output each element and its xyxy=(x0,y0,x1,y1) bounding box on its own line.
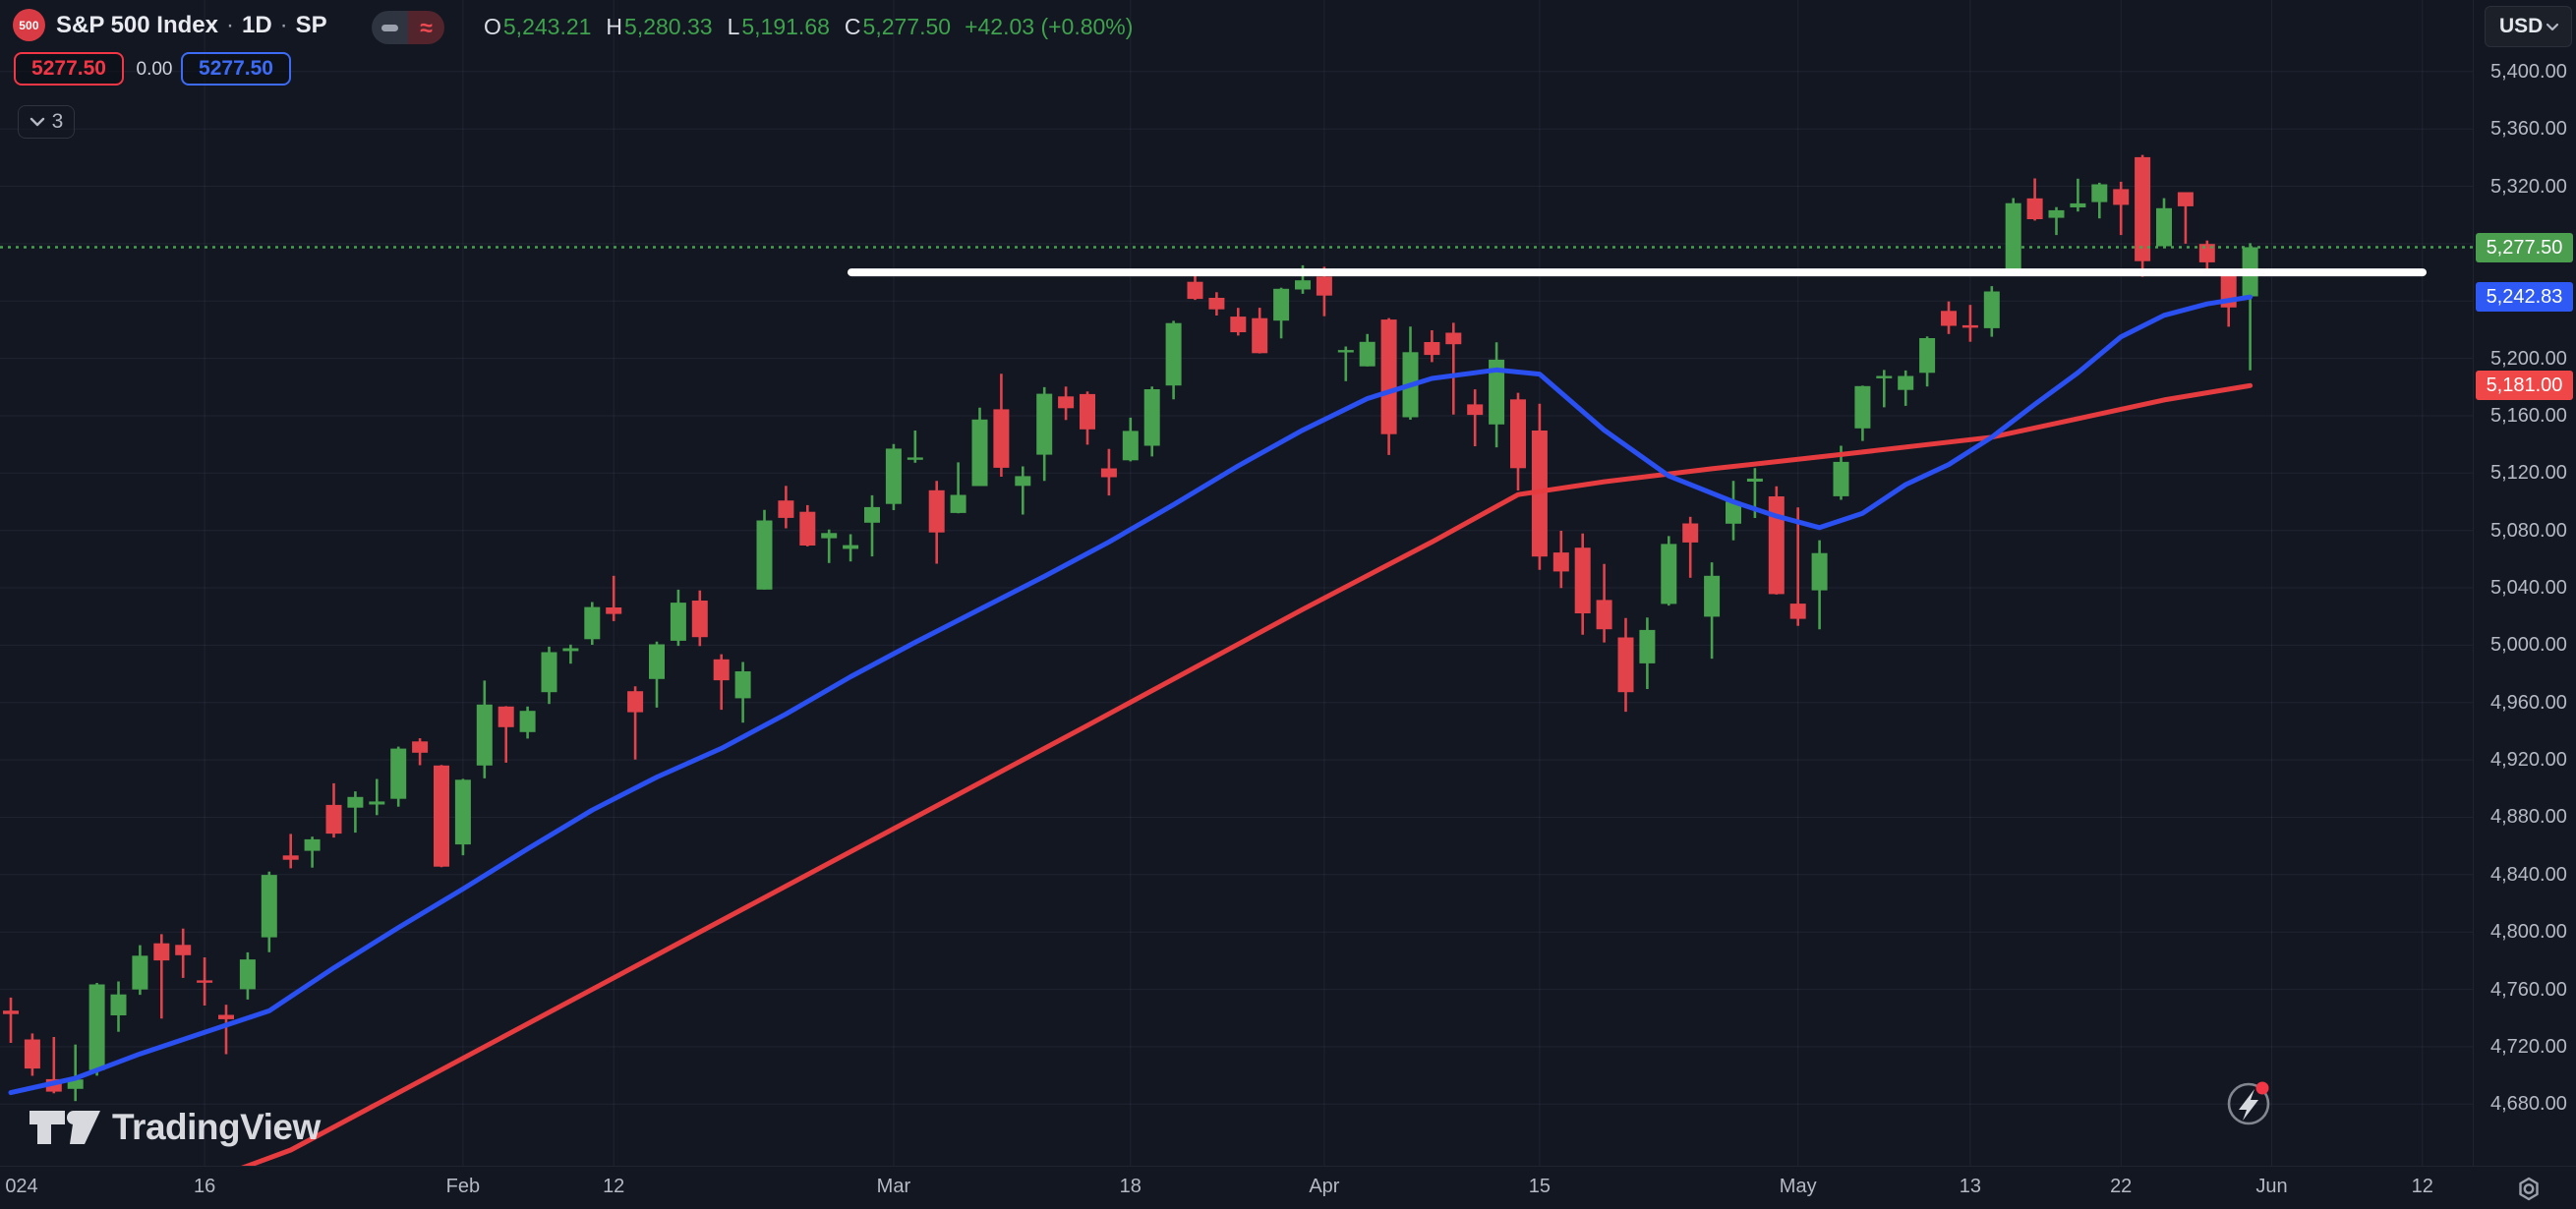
instant-trading-button[interactable] xyxy=(2223,1077,2276,1130)
price-tick-label: 4,880.00 xyxy=(2490,806,2567,829)
chart-legend: 500 S&P 500 Index · 1D · SP ≈ O5,243.21 H5,28… xyxy=(0,0,1376,51)
time-tick-label: 16 xyxy=(193,1176,216,1197)
symbol-title[interactable]: S&P 500 Index · 1D · SP xyxy=(56,12,327,39)
price-tick-label: 4,960.00 xyxy=(2490,691,2567,714)
time-tick-label: 22 xyxy=(2110,1176,2133,1197)
time-tick-label: 12 xyxy=(603,1176,625,1197)
approximate-values-icon[interactable]: ≈ xyxy=(408,11,444,44)
price-tick-label: 5,320.00 xyxy=(2490,175,2567,198)
currency-selector[interactable]: USD xyxy=(2485,6,2572,47)
object-count: 3 xyxy=(51,110,64,133)
price-tick-label: 5,200.00 xyxy=(2490,347,2567,370)
time-tick-label: 15 xyxy=(1528,1176,1551,1197)
time-tick-label: May xyxy=(1779,1176,1817,1197)
dash-pill[interactable] xyxy=(372,11,408,44)
price-tick-label: 4,680.00 xyxy=(2490,1093,2567,1116)
lightning-icon xyxy=(2227,1081,2270,1125)
price-tick-label: 4,840.00 xyxy=(2490,863,2567,886)
open-label: O xyxy=(484,14,501,39)
time-tick-label: 024 xyxy=(5,1176,38,1197)
time-tick-label: Apr xyxy=(1309,1176,1340,1197)
low-value: 5,191.68 xyxy=(741,14,830,39)
time-tick-label: 12 xyxy=(2411,1176,2433,1197)
spread-value: 0.00 xyxy=(136,59,173,80)
tradingview-brand-text: TradingView xyxy=(112,1107,321,1147)
sell-button[interactable]: 5277.50 xyxy=(14,52,124,86)
dash-icon xyxy=(381,24,398,31)
price-tick-label: 5,040.00 xyxy=(2490,577,2567,600)
time-tick-label: Jun xyxy=(2255,1176,2288,1197)
ohlc-readout: O5,243.21 H5,280.33 L5,191.68 C5,277.50 +42.… xyxy=(484,14,1133,40)
price-tick-label: 5,160.00 xyxy=(2490,404,2567,427)
exchange-code: SP xyxy=(295,12,327,38)
last-price-label: 5,277.50 xyxy=(2476,232,2573,262)
tradingview-mark-icon xyxy=(29,1111,100,1144)
price-tick-label: 5,120.00 xyxy=(2490,462,2567,485)
separator: · xyxy=(279,12,288,38)
open-value: 5,243.21 xyxy=(502,14,592,39)
separator: · xyxy=(225,12,234,38)
change-value: +42.03 (+0.80%) xyxy=(965,14,1134,39)
high-value: 5,280.33 xyxy=(624,14,713,39)
time-tick-label: Feb xyxy=(445,1176,481,1197)
price-tick-label: 5,360.00 xyxy=(2490,118,2567,141)
close-label: C xyxy=(844,14,861,39)
price-tick-label: 4,800.00 xyxy=(2490,921,2567,944)
ma-blue-price-label: 5,242.83 xyxy=(2476,282,2573,313)
axis-settings-button[interactable] xyxy=(2513,1174,2545,1205)
price-tick-label: 5,400.00 xyxy=(2490,60,2567,83)
currency-value: USD xyxy=(2499,15,2544,37)
notification-dot xyxy=(2255,1081,2269,1095)
price-tick-label: 5,000.00 xyxy=(2490,634,2567,657)
interval-value: 1D xyxy=(241,12,272,38)
close-value: 5,277.50 xyxy=(862,14,952,39)
time-tick-label: Mar xyxy=(876,1176,911,1197)
chevron-down-icon xyxy=(2546,23,2559,30)
time-tick-label: 18 xyxy=(1119,1176,1142,1197)
time-axis[interactable]: 024 16 Feb 12 Mar 18 Apr 15 May 13 22 Jun 12 xyxy=(0,1166,2576,1209)
high-label: H xyxy=(606,14,623,39)
chevron-down-icon xyxy=(29,117,44,127)
symbol-logo-badge[interactable]: 500 xyxy=(13,9,45,41)
buy-button[interactable]: 5277.50 xyxy=(181,52,291,86)
time-tick-label: 13 xyxy=(1959,1176,1982,1197)
price-tick-label: 4,920.00 xyxy=(2490,749,2567,772)
price-tick-label: 4,720.00 xyxy=(2490,1035,2567,1058)
tradingview-logo: TradingView xyxy=(28,1107,321,1148)
candlestick-chart[interactable] xyxy=(0,0,2473,1166)
object-tree-toggle[interactable]: 3 xyxy=(18,105,75,139)
price-tick-label: 4,760.00 xyxy=(2490,978,2567,1001)
ma-red-price-label: 5,181.00 xyxy=(2476,371,2573,401)
price-tick-label: 5,080.00 xyxy=(2490,519,2567,542)
symbol-name: S&P 500 Index xyxy=(56,12,218,38)
price-axis[interactable]: 5,400.00 5,360.00 5,320.00 5,200.00 5,160.00… xyxy=(2473,0,2576,1166)
market-status-toggle[interactable]: ≈ xyxy=(372,11,444,44)
low-label: L xyxy=(727,14,740,39)
gear-icon xyxy=(2519,1177,2539,1201)
